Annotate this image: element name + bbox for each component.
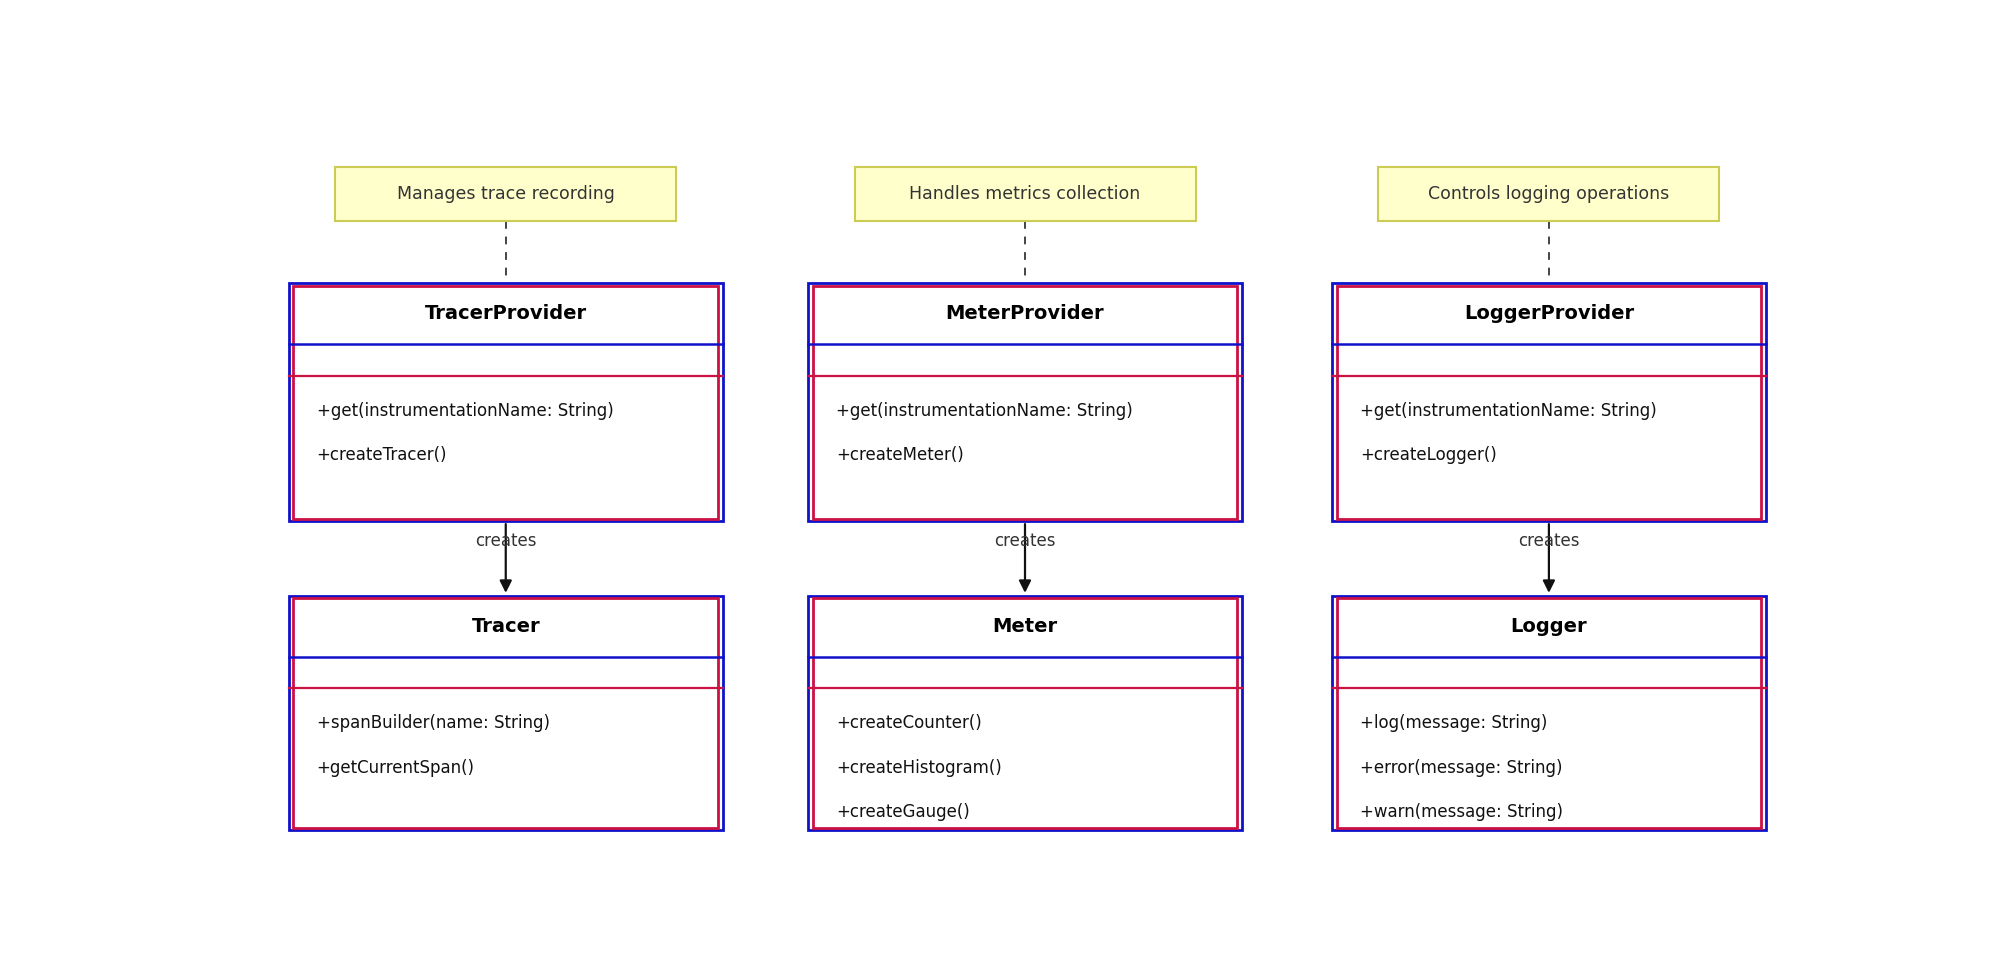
Bar (288, 283, 722, 522)
Text: +warn(message: String): +warn(message: String) (1360, 803, 1562, 821)
Bar (1378, 167, 1720, 221)
Text: creates: creates (1518, 531, 1580, 550)
Bar (294, 598, 718, 828)
Text: +createCounter(): +createCounter() (836, 714, 982, 732)
Text: Meter: Meter (992, 616, 1058, 636)
Text: LoggerProvider: LoggerProvider (1464, 304, 1634, 324)
Text: +createGauge(): +createGauge() (836, 803, 970, 821)
Bar (294, 286, 718, 519)
Text: Logger: Logger (1510, 616, 1588, 636)
Text: +createTracer(): +createTracer() (316, 446, 448, 465)
Bar (1336, 598, 1762, 828)
Text: Controls logging operations: Controls logging operations (1428, 185, 1670, 203)
Bar (1336, 286, 1762, 519)
Bar (1332, 596, 1766, 830)
Text: +spanBuilder(name: String): +spanBuilder(name: String) (316, 714, 550, 732)
Bar (854, 167, 1196, 221)
Text: +createLogger(): +createLogger() (1360, 446, 1496, 465)
Text: +get(instrumentationName: String): +get(instrumentationName: String) (316, 402, 614, 419)
Text: +get(instrumentationName: String): +get(instrumentationName: String) (836, 402, 1132, 419)
Bar (808, 596, 1242, 830)
Text: Handles metrics collection: Handles metrics collection (910, 185, 1140, 203)
Bar (812, 286, 1238, 519)
Text: Manages trace recording: Manages trace recording (396, 185, 614, 203)
Text: +createHistogram(): +createHistogram() (836, 758, 1002, 777)
Text: creates: creates (994, 531, 1056, 550)
Text: +get(instrumentationName: String): +get(instrumentationName: String) (1360, 402, 1656, 419)
Bar (288, 596, 722, 830)
Bar (808, 283, 1242, 522)
Text: MeterProvider: MeterProvider (946, 304, 1104, 324)
Text: +getCurrentSpan(): +getCurrentSpan() (316, 758, 474, 777)
Bar (336, 167, 676, 221)
Text: Tracer: Tracer (472, 616, 540, 636)
Text: +error(message: String): +error(message: String) (1360, 758, 1562, 777)
Text: +log(message: String): +log(message: String) (1360, 714, 1548, 732)
Bar (812, 598, 1238, 828)
Bar (1332, 283, 1766, 522)
Text: creates: creates (476, 531, 536, 550)
Text: TracerProvider: TracerProvider (424, 304, 586, 324)
Text: +createMeter(): +createMeter() (836, 446, 964, 465)
